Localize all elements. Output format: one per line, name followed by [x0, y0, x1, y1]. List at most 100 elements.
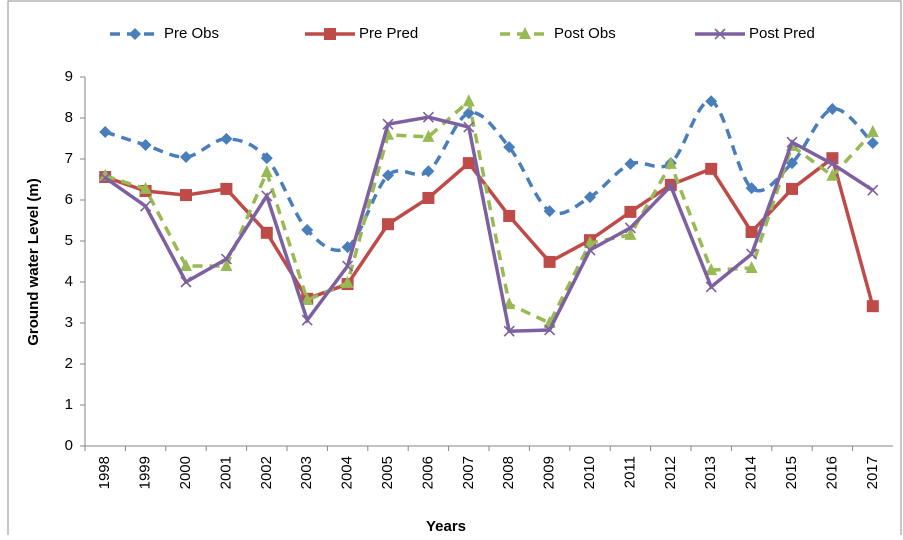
marker: [261, 190, 273, 202]
marker: [462, 94, 475, 107]
marker: [665, 180, 677, 192]
marker: [745, 261, 758, 274]
series-line: [104, 115, 874, 333]
marker: [220, 182, 233, 195]
marker: [714, 28, 726, 40]
series-line: [104, 99, 875, 253]
marker: [584, 191, 596, 204]
x-tick-label: 2017: [864, 456, 881, 489]
x-tick-label: 2001: [217, 456, 234, 489]
marker: [382, 118, 394, 130]
marker: [503, 141, 516, 154]
marker: [324, 28, 336, 40]
marker: [220, 132, 233, 145]
y-axis-label: Ground water Level (m): [25, 178, 42, 346]
x-tick-label: 2014: [743, 456, 760, 489]
series-line: [104, 155, 875, 307]
marker: [866, 124, 879, 137]
marker: [462, 107, 475, 120]
marker: [341, 275, 354, 288]
marker: [705, 95, 718, 108]
marker: [584, 236, 596, 249]
marker: [342, 260, 354, 272]
marker: [140, 200, 152, 212]
marker: [543, 255, 556, 268]
y-tick-label: 4: [65, 273, 73, 290]
y-tick-label: 0: [65, 437, 73, 454]
marker: [826, 158, 838, 170]
y-tick-label: 3: [65, 314, 73, 331]
x-tick-label: 2016: [823, 456, 840, 489]
x-tick-label: 2015: [783, 456, 800, 489]
marker: [422, 165, 435, 178]
marker: [745, 182, 758, 195]
marker: [664, 156, 677, 169]
marker: [463, 121, 475, 133]
series-line: [104, 97, 875, 326]
marker: [301, 293, 314, 306]
y-tick-label: 2: [65, 355, 73, 372]
marker: [705, 263, 718, 276]
marker: [746, 248, 758, 260]
x-tick-label: 2003: [298, 456, 315, 489]
marker: [260, 226, 273, 239]
x-tick-label: 2011: [621, 456, 638, 488]
marker: [99, 125, 112, 138]
marker: [503, 297, 516, 310]
marker: [705, 162, 718, 175]
x-tick-label: 2005: [379, 456, 396, 489]
x-tick-label: 1998: [96, 456, 113, 489]
marker: [624, 227, 637, 240]
marker: [866, 137, 879, 150]
marker: [220, 259, 233, 272]
x-tick-label: 2010: [581, 456, 598, 489]
marker: [260, 152, 273, 165]
x-tick-label: 2002: [258, 456, 275, 489]
marker: [422, 111, 434, 123]
marker: [422, 191, 435, 204]
marker: [139, 139, 152, 152]
x-tick-label: 2006: [419, 456, 436, 489]
x-tick-label: 2008: [500, 456, 517, 489]
marker: [826, 102, 839, 115]
marker: [519, 27, 531, 39]
marker: [301, 223, 314, 236]
marker: [99, 172, 111, 184]
y-tick-label: 7: [65, 150, 73, 167]
x-tick-label: 2012: [662, 456, 679, 489]
chart-frame: [7, 0, 902, 540]
marker: [422, 129, 435, 142]
marker: [129, 28, 141, 40]
y-tick-label: 8: [65, 109, 73, 126]
marker: [382, 169, 394, 182]
marker: [462, 157, 475, 170]
x-tick-label: 2013: [702, 456, 719, 489]
y-tick-label: 9: [65, 68, 73, 85]
marker: [544, 324, 556, 336]
marker: [826, 168, 839, 181]
marker: [624, 222, 636, 234]
x-tick-label: 2007: [460, 456, 477, 489]
x-axis-label: Years: [426, 518, 466, 535]
marker: [543, 205, 556, 218]
marker: [301, 314, 313, 326]
marker: [624, 205, 637, 218]
y-tick-label: 1: [65, 396, 73, 413]
marker: [786, 182, 798, 195]
marker: [786, 136, 798, 148]
y-tick-label: 5: [65, 232, 73, 249]
x-tick-label: 1999: [137, 456, 154, 489]
marker: [584, 244, 596, 256]
marker: [99, 168, 112, 181]
marker: [220, 253, 232, 265]
marker: [503, 325, 515, 337]
legend-label: Post Obs: [554, 25, 616, 42]
marker: [503, 209, 516, 222]
marker: [624, 157, 637, 170]
legend-label: Pre Obs: [164, 25, 219, 42]
y-tick-label: 6: [65, 191, 73, 208]
marker: [867, 184, 879, 196]
x-tick-label: 2000: [177, 456, 194, 489]
marker: [705, 281, 717, 293]
